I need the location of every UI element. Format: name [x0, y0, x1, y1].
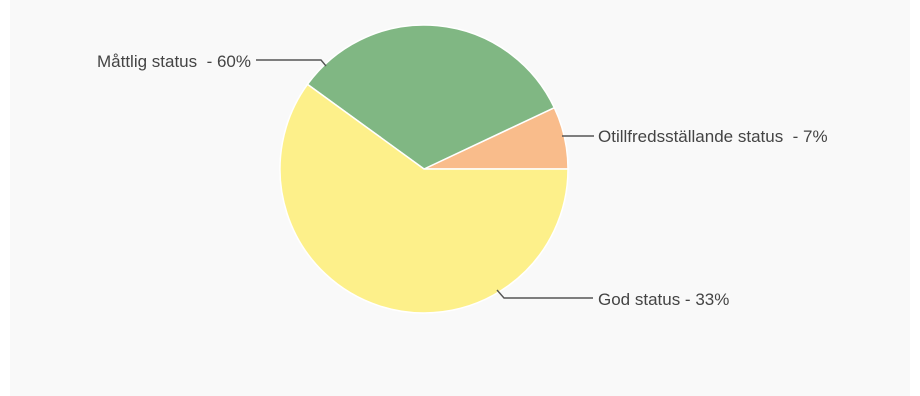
leader-line — [496, 289, 593, 299]
pie-slice[interactable] — [306, 24, 556, 170]
slice-label: Otillfredsställande status - 7% — [598, 127, 828, 146]
pie-chart: Otillfredsställande status - 7% God statu… — [97, 24, 828, 314]
pie-slice[interactable] — [279, 83, 569, 314]
slice-label: God status - 33% — [598, 290, 729, 309]
leader-line — [256, 59, 327, 67]
chart-panel: Otillfredsställande status - 7% God statu… — [10, 0, 910, 396]
slice-label: Måttlig status - 60% — [97, 52, 251, 71]
